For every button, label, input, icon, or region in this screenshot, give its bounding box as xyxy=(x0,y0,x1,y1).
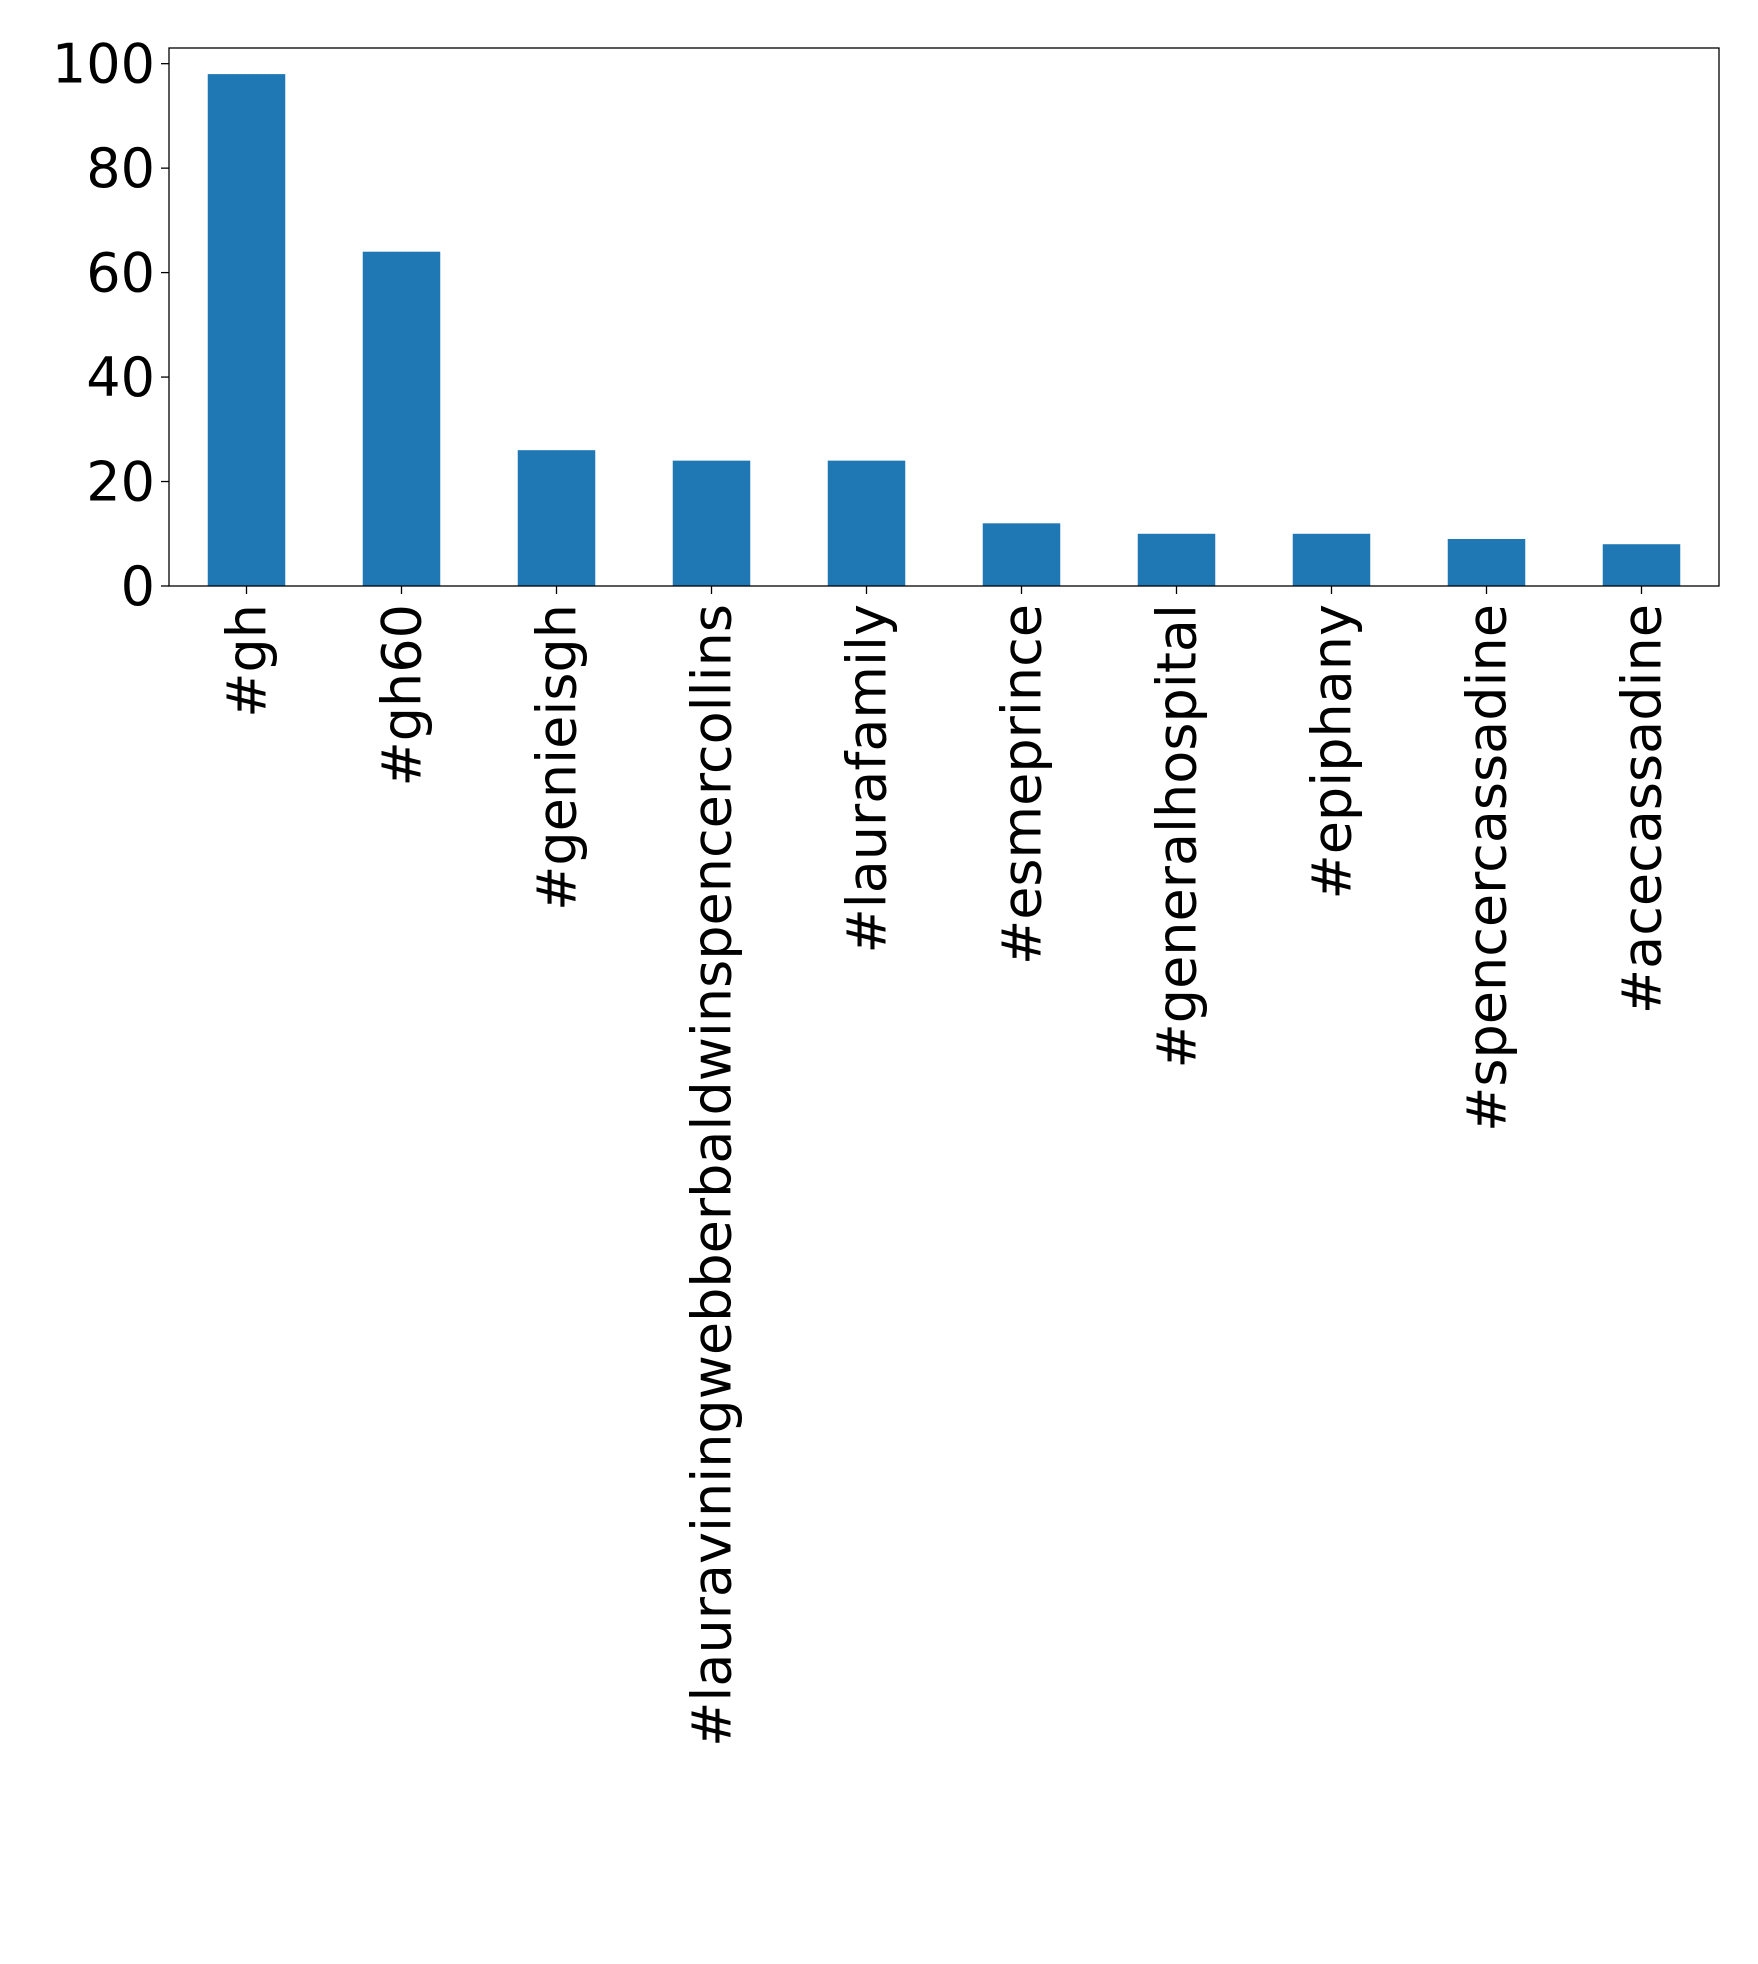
bar xyxy=(207,74,286,587)
x-tick-label: #acecassadine xyxy=(1611,604,1674,1014)
x-axis: #gh #gh60 #genieisgh #lauraviningwebberbald… xyxy=(216,586,1674,1747)
bar xyxy=(1137,533,1216,586)
x-tick-label: #gh60 xyxy=(371,604,434,786)
bar xyxy=(1602,544,1681,586)
y-tick-label: 60 xyxy=(86,242,155,305)
plot-frame xyxy=(168,47,1720,587)
x-tick-label: #gh xyxy=(216,604,279,718)
x-tick-label: #generalhospital xyxy=(1146,604,1209,1068)
bar xyxy=(827,460,906,586)
x-tick-label: #lauraviningwebberbaldwinspencercollins xyxy=(681,604,744,1747)
y-axis: 0 20 40 60 80 100 xyxy=(52,33,169,618)
bar xyxy=(517,450,596,586)
x-tick-label: #laurafamily xyxy=(836,604,899,954)
y-tick-label: 20 xyxy=(86,451,155,514)
x-tick-label: #spencercassadine xyxy=(1456,604,1519,1132)
y-tick-label: 80 xyxy=(86,137,155,200)
y-tick-label: 100 xyxy=(52,33,155,96)
bars-layer xyxy=(207,74,1681,587)
y-tick-label: 40 xyxy=(86,346,155,409)
bar xyxy=(1292,533,1371,586)
bar xyxy=(672,460,751,586)
bar xyxy=(982,523,1061,586)
y-tick-label: 0 xyxy=(121,555,155,618)
bar xyxy=(362,251,441,586)
bar xyxy=(1447,538,1526,586)
x-tick-label: #genieisgh xyxy=(526,604,589,911)
x-tick-label: #esmeprince xyxy=(991,604,1054,965)
x-tick-label: #epiphany xyxy=(1301,604,1364,900)
